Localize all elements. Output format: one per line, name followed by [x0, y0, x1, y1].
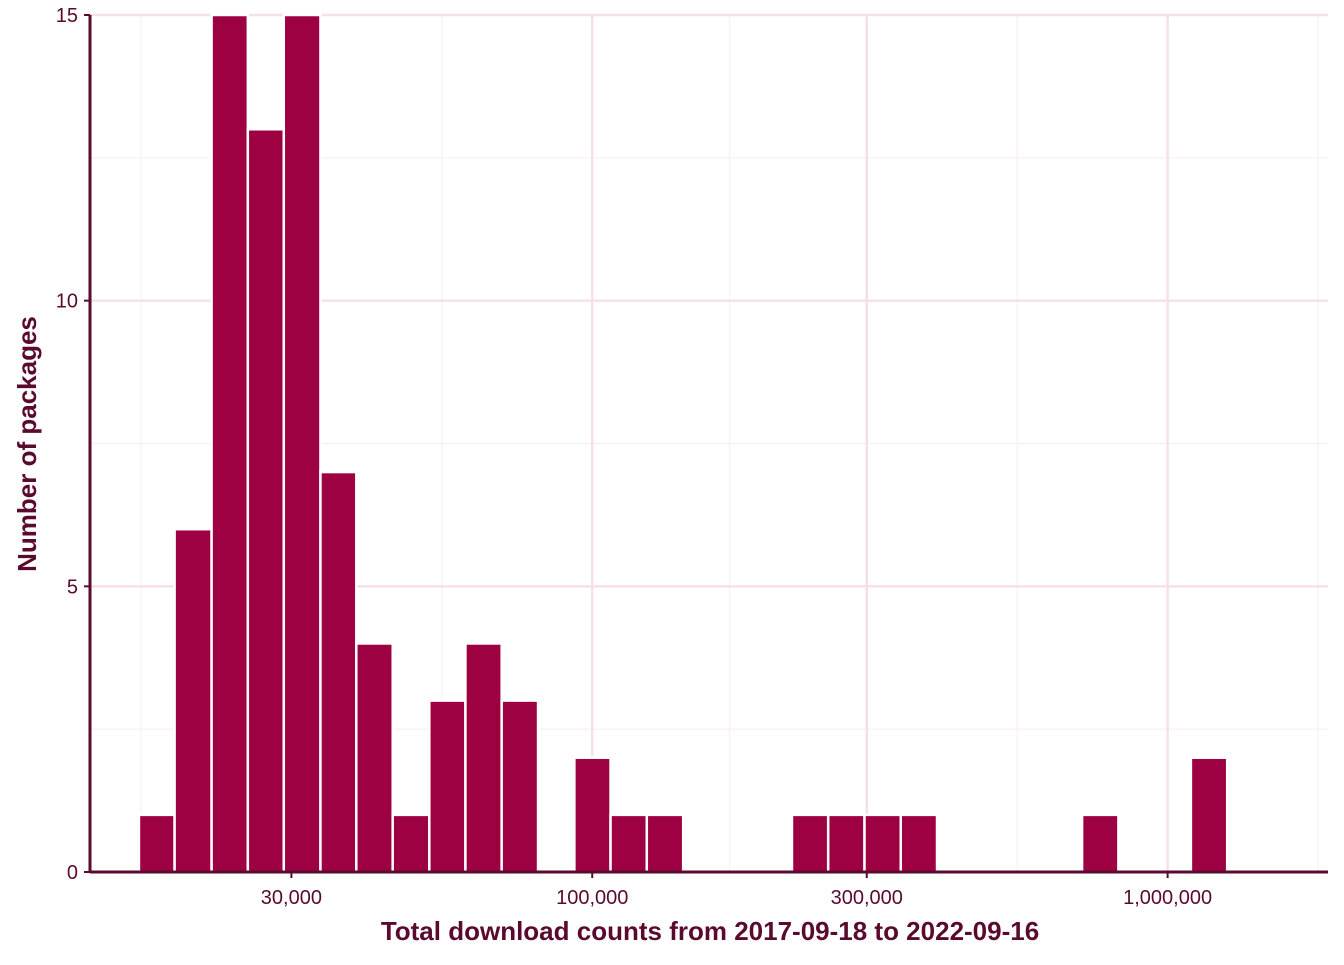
histogram-bar — [573, 756, 612, 874]
histogram-bar — [173, 527, 213, 874]
histogram-bar — [645, 813, 685, 874]
x-axis-title: Total download counts from 2017-09-18 to… — [381, 916, 1039, 946]
histogram-bar — [391, 813, 431, 874]
x-tick-label: 30,000 — [261, 887, 322, 909]
histogram-bar — [319, 470, 358, 874]
x-tick-label: 100,000 — [556, 887, 628, 909]
histogram-bar — [282, 13, 322, 874]
axes — [88, 15, 1328, 874]
histogram-bar — [355, 642, 394, 874]
histogram-bar — [1189, 756, 1229, 874]
histogram-bar — [500, 699, 540, 874]
histogram-bar — [464, 642, 503, 874]
histogram-bar — [1080, 813, 1120, 874]
histogram-bars — [137, 13, 1229, 874]
x-tick-label: 1,000,000 — [1123, 887, 1212, 909]
histogram-bar — [137, 813, 176, 874]
histogram-bar — [428, 699, 467, 874]
histogram-bar — [210, 13, 250, 874]
y-axis-title: Number of packages — [12, 316, 42, 572]
y-tick-label: 10 — [56, 291, 78, 313]
tick-labels: 30,000 100,000 300,000 1,000,000 0 5 10 15 — [56, 5, 1212, 909]
histogram-bar — [246, 128, 286, 874]
x-tick-label: 300,000 — [831, 887, 903, 909]
y-tick-label: 15 — [56, 5, 78, 27]
y-tick-label: 0 — [67, 862, 78, 884]
histogram-bar — [863, 813, 902, 874]
histogram-bar — [790, 813, 830, 874]
histogram-bar — [609, 813, 649, 874]
histogram-bar — [899, 813, 939, 874]
histogram-bar — [826, 813, 866, 874]
y-tick-label: 5 — [67, 576, 78, 598]
